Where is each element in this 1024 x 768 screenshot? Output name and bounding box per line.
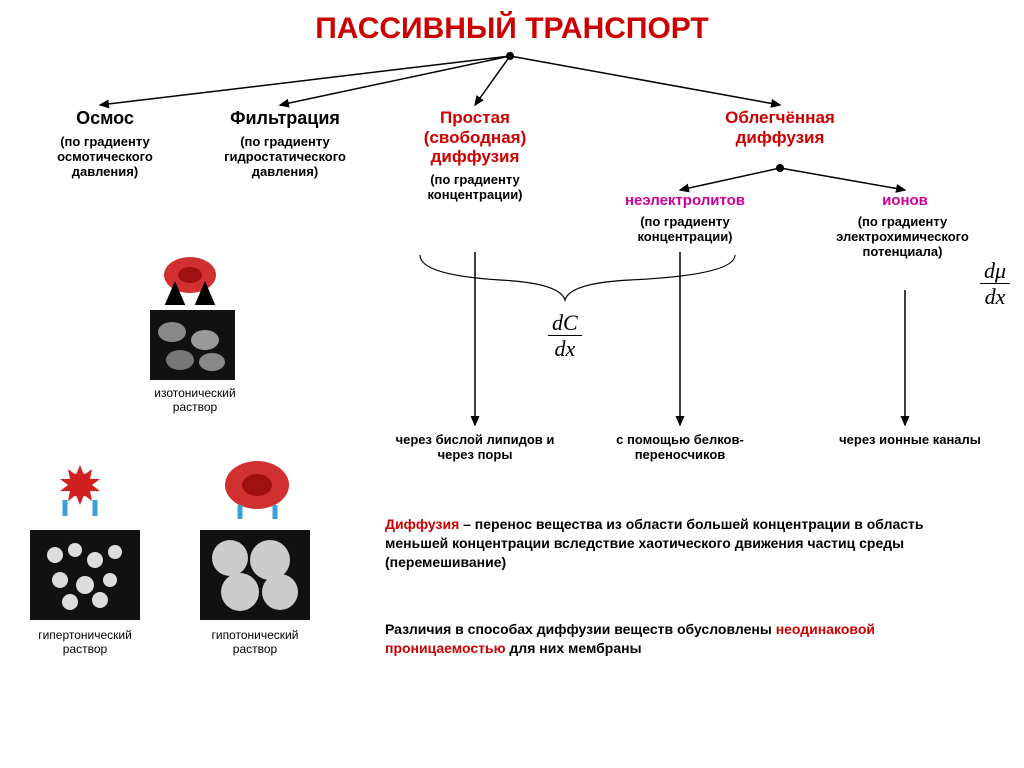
branch-filtration-title: Фильтрация	[210, 108, 360, 129]
sub-nonelectrolytes-title: неэлектролитов	[600, 192, 770, 209]
outcome-nonelectrolytes: с помощью белков-переносчиков	[590, 432, 770, 462]
formula-dmu-dx: dμ dx	[980, 258, 1010, 310]
difference-lead: Различия в способах диффузии веществ обу…	[385, 621, 776, 637]
facilitated-title-line1: Облегчённая	[725, 108, 835, 127]
sub-ions-subtitle: (по градиенту электрохимического потенци…	[810, 214, 995, 259]
branch-osmosis-title: Осмос	[45, 108, 165, 129]
dc-bot: dx	[550, 336, 579, 361]
formula-dc-dx: dC dx	[548, 310, 582, 362]
isotonic-cells-bottom-icon	[150, 310, 235, 380]
difference-paragraph: Различия в способах диффузии веществ обу…	[385, 620, 975, 658]
isotonic-cell-top-icon	[155, 250, 225, 305]
simple-title-line3: диффузия	[431, 147, 520, 166]
hypotonic-caption: гипотонический раствор	[195, 628, 315, 656]
hypertonic-cells-bottom-icon	[30, 530, 140, 620]
diffusion-def-lead: Диффузия	[385, 516, 459, 532]
dmu-bot: dx	[981, 284, 1010, 309]
facilitated-title-line2: диффузия	[736, 128, 825, 147]
branch-facilitated-title: Облегчённая диффузия	[700, 108, 860, 147]
diffusion-definition: Диффузия – перенос вещества из области б…	[385, 515, 945, 572]
simple-title-line2: (свободная)	[424, 128, 526, 147]
branch-osmosis-subtitle: (по градиенту осмотического давления)	[30, 134, 180, 179]
branch-filtration-subtitle: (по градиенту гидростатического давления…	[200, 134, 370, 179]
hypotonic-cells-bottom-icon	[200, 530, 310, 620]
branch-simple-subtitle: (по градиенту концентрации)	[400, 172, 550, 202]
branch-simple-title: Простая (свободная) диффузия	[400, 108, 550, 167]
main-title: ПАССИВНЫЙ ТРАНСПОРТ	[0, 0, 1024, 46]
facilitated-node-dot	[776, 164, 784, 172]
hypertonic-cell-top-icon	[45, 460, 115, 520]
sub-ions-title: ионов	[860, 192, 950, 209]
outcome-simple: через бислой липидов и через поры	[385, 432, 565, 462]
root-node-dot	[506, 52, 514, 60]
simple-title-line1: Простая	[440, 108, 510, 127]
dmu-top: dμ	[980, 258, 1010, 284]
hypotonic-cell-top-icon	[215, 455, 300, 525]
outcome-ions: через ионные каналы	[835, 432, 985, 447]
diffusion-def-rest: – перенос вещества из области большей ко…	[385, 516, 924, 570]
sub-nonelectrolytes-subtitle: (по градиенту концентрации)	[605, 214, 765, 244]
dc-top: dC	[548, 310, 582, 336]
difference-rest: для них мембраны	[506, 640, 642, 656]
hypertonic-caption: гипертонический раствор	[25, 628, 145, 656]
isotonic-caption: изотонический раствор	[140, 386, 250, 414]
